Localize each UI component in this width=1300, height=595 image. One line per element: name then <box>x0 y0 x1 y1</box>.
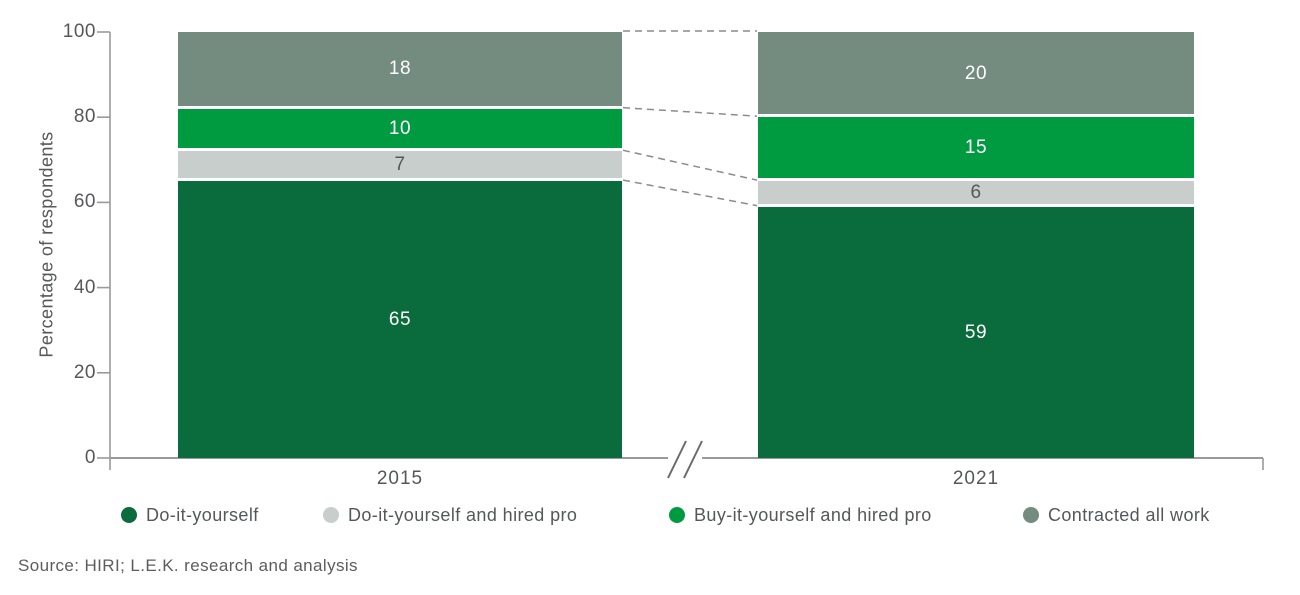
source-note: Source: HIRI; L.E.K. research and analys… <box>18 556 358 575</box>
segment-connector-dashed <box>622 106 758 117</box>
bar-segment-contracted-all-work-2021: 20 <box>758 32 1194 118</box>
segment-value-label: 20 <box>964 62 988 84</box>
segment-value-label: 6 <box>970 181 982 203</box>
bar-segment-contracted-all-work-2015: 18 <box>178 32 622 109</box>
legend-swatch-icon <box>1023 507 1039 523</box>
segment-value-label: 65 <box>388 309 412 331</box>
legend-item-do-it-yourself: Do-it-yourself <box>121 505 259 525</box>
legend-label: Do-it-yourself and hired pro <box>348 504 578 525</box>
bar-segment-do-it-yourself-and-hired-pro-2015: 7 <box>178 151 622 182</box>
y-tick-label: 20 <box>73 361 96 383</box>
y-tick-label: 80 <box>73 106 96 128</box>
legend-item-buy-it-yourself-and-hired-pro: Buy-it-yourself and hired pro <box>669 505 932 525</box>
y-tick-label: 100 <box>62 21 96 42</box>
x-axis-label-2021: 2021 <box>952 468 1000 489</box>
y-tick-label: 0 <box>84 447 96 468</box>
y-tick-label: 60 <box>73 191 96 213</box>
bar-segment-buy-it-yourself-and-hired-pro-2015: 10 <box>178 108 622 152</box>
segment-value-label: 59 <box>964 321 988 343</box>
segment-connector-dashed <box>622 149 758 181</box>
y-axis-title: Percentage of respondents <box>36 131 57 358</box>
segment-connector-dashed <box>622 179 758 207</box>
legend-swatch-icon <box>323 507 339 523</box>
segment-value-label: 18 <box>388 58 412 80</box>
bar-segment-do-it-yourself-2015: 65 <box>178 181 622 458</box>
legend-item-contracted-all-work: Contracted all work <box>1023 505 1210 525</box>
legend-label: Buy-it-yourself and hired pro <box>694 504 932 525</box>
legend-label: Contracted all work <box>1048 504 1210 525</box>
x-axis-label-2015: 2015 <box>376 468 424 489</box>
bar-segment-do-it-yourself-2021: 59 <box>758 206 1194 458</box>
segment-value-label: 7 <box>394 154 406 176</box>
axis-break-slash <box>683 440 703 479</box>
legend-label: Do-it-yourself <box>146 504 259 525</box>
legend-swatch-icon <box>669 507 685 523</box>
segment-value-label: 10 <box>388 117 412 139</box>
segment-value-label: 15 <box>964 137 988 159</box>
axis-break-slash <box>667 440 687 479</box>
y-tick-label: 40 <box>73 276 96 298</box>
bar-segment-do-it-yourself-and-hired-pro-2021: 6 <box>758 181 1194 207</box>
legend-swatch-icon <box>121 507 137 523</box>
bar-segment-buy-it-yourself-and-hired-pro-2021: 15 <box>758 117 1194 182</box>
legend-item-do-it-yourself-and-hired-pro: Do-it-yourself and hired pro <box>323 505 577 525</box>
